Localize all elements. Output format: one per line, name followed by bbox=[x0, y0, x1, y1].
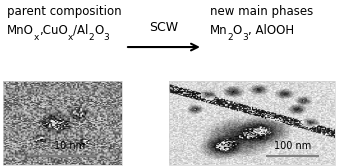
Text: O: O bbox=[94, 24, 103, 37]
Text: parent composition: parent composition bbox=[7, 5, 121, 18]
Bar bbox=[169, 81, 335, 165]
Text: x: x bbox=[34, 33, 39, 42]
Text: 3: 3 bbox=[242, 33, 248, 42]
Text: 2: 2 bbox=[227, 33, 233, 42]
Text: 2: 2 bbox=[89, 33, 94, 42]
Text: MnO: MnO bbox=[7, 24, 34, 37]
Text: Mn: Mn bbox=[210, 24, 227, 37]
Text: 100 nm: 100 nm bbox=[274, 141, 311, 151]
Text: SCW: SCW bbox=[149, 21, 178, 34]
Text: O: O bbox=[233, 24, 242, 37]
Text: new main phases: new main phases bbox=[210, 5, 313, 18]
Bar bbox=[3, 81, 122, 165]
Text: 3: 3 bbox=[103, 33, 109, 42]
Text: x: x bbox=[68, 33, 73, 42]
Text: ,CuO: ,CuO bbox=[39, 24, 68, 37]
Text: 10 nm: 10 nm bbox=[54, 141, 85, 151]
Text: , AlOOH: , AlOOH bbox=[248, 24, 294, 37]
Text: /Al: /Al bbox=[73, 24, 89, 37]
